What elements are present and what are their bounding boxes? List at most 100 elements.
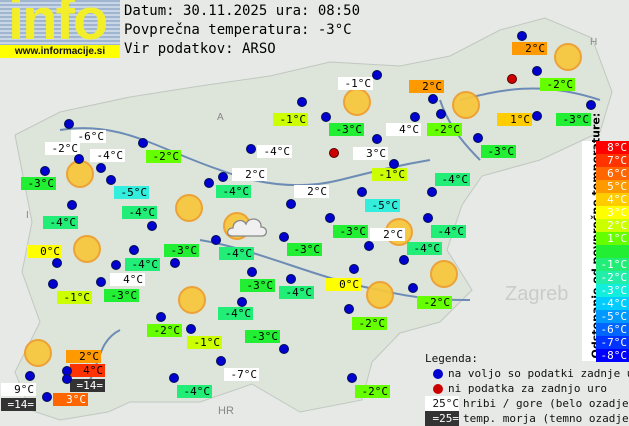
station-dot-icon[interactable]: [64, 119, 74, 129]
station-dot-icon[interactable]: [186, 324, 196, 334]
temperature-label: =14=: [1, 398, 36, 411]
sun-icon: [452, 91, 480, 119]
station-dot-icon[interactable]: [279, 232, 289, 242]
station-dot-icon[interactable]: [349, 264, 359, 274]
station-dot-icon[interactable]: [218, 172, 228, 182]
station-dot-icon[interactable]: [364, 241, 374, 251]
temperature-label: -4°C: [219, 247, 254, 260]
scale-row: 1°C: [596, 232, 629, 245]
station-dot-icon[interactable]: [410, 112, 420, 122]
map-label-zagreb: Zagreb: [505, 283, 569, 305]
station-dot-icon[interactable]: [423, 213, 433, 223]
temperature-label: -4°C: [43, 216, 78, 229]
temperature-label: -4°C: [279, 286, 314, 299]
station-dot-icon[interactable]: [321, 112, 331, 122]
station-dot-icon[interactable]: [62, 374, 72, 384]
logo[interactable]: info www.informacije.si: [0, 0, 120, 58]
station-dot-icon[interactable]: [111, 260, 121, 270]
scale-row: 5°C: [596, 180, 629, 193]
station-dot-icon[interactable]: [147, 221, 157, 231]
station-dot-icon[interactable]: [297, 97, 307, 107]
legend: Legenda: na voljo so podatki zadnje ure …: [425, 351, 629, 426]
station-dot-icon[interactable]: [325, 213, 335, 223]
station-dot-icon[interactable]: [96, 163, 106, 173]
station-dot-icon[interactable]: [204, 178, 214, 188]
temperature-label: 2°C: [409, 80, 444, 93]
scale-row: 4°C: [596, 193, 629, 206]
station-dot-icon[interactable]: [517, 31, 527, 41]
scale-row: 3°C: [596, 206, 629, 219]
station-dot-icon[interactable]: [389, 159, 399, 169]
temperature-label: -1°C: [372, 168, 407, 181]
station-dot-icon[interactable]: [372, 70, 382, 80]
legend-mountain-text: hribi / gore (belo ozadje): [463, 397, 629, 410]
logo-url[interactable]: www.informacije.si: [0, 45, 120, 58]
date-line: Datum: 30.11.2025 ura: 08:50: [124, 3, 361, 19]
station-dot-icon[interactable]: [286, 199, 296, 209]
station-dot-icon[interactable]: [428, 94, 438, 104]
temperature-label: 2°C: [370, 228, 405, 241]
scale-row: 2°C: [596, 219, 629, 232]
station-dot-icon[interactable]: [106, 175, 116, 185]
sea-swatch: =25=: [425, 411, 459, 426]
temperature-label: 3°C: [53, 393, 88, 406]
station-dot-icon[interactable]: [138, 138, 148, 148]
station-dot-icon[interactable]: [532, 66, 542, 76]
station-dot-icon[interactable]: [237, 297, 247, 307]
legend-available-text: na voljo so podatki zadnje ure: [448, 367, 629, 380]
station-dot-icon[interactable]: [169, 373, 179, 383]
station-dot-icon[interactable]: [42, 392, 52, 402]
station-dot-icon[interactable]: [473, 133, 483, 143]
station-dot-icon[interactable]: [247, 267, 257, 277]
station-dot-icon[interactable]: [286, 274, 296, 284]
temperature-label: =14=: [70, 379, 105, 392]
station-dot-icon[interactable]: [25, 371, 35, 381]
sun-icon: [343, 88, 371, 116]
station-dot-icon[interactable]: [532, 111, 542, 121]
temperature-label: -4°C: [122, 206, 157, 219]
station-missing-dot-icon[interactable]: [507, 74, 517, 84]
legend-missing-text: ni podatka za zadnjo uro: [448, 382, 607, 395]
temperature-label: 2°C: [232, 168, 267, 181]
station-dot-icon[interactable]: [399, 255, 409, 265]
station-dot-icon[interactable]: [74, 154, 84, 164]
station-dot-icon[interactable]: [427, 187, 437, 197]
station-dot-icon[interactable]: [40, 166, 50, 176]
station-dot-icon[interactable]: [129, 245, 139, 255]
scale-row: [596, 245, 629, 258]
temperature-label: -3°C: [240, 279, 275, 292]
logo-text: info: [8, 0, 108, 52]
station-dot-icon[interactable]: [96, 277, 106, 287]
temperature-label: -3°C: [164, 244, 199, 257]
station-dot-icon[interactable]: [246, 144, 256, 154]
map-label-h: H: [590, 37, 598, 48]
station-dot-icon[interactable]: [344, 304, 354, 314]
temperature-label: -2°C: [417, 296, 452, 309]
station-dot-icon[interactable]: [211, 235, 221, 245]
temperature-label: -2°C: [355, 385, 390, 398]
scale-row: 6°C: [596, 167, 629, 180]
station-dot-icon[interactable]: [52, 258, 62, 268]
station-dot-icon[interactable]: [408, 283, 418, 293]
map-label-i: I: [26, 210, 29, 221]
temperature-label: 2°C: [512, 42, 547, 55]
station-dot-icon[interactable]: [170, 258, 180, 268]
temperature-label: -1°C: [273, 113, 308, 126]
temperature-label: -4°C: [216, 185, 251, 198]
station-dot-icon[interactable]: [279, 344, 289, 354]
temperature-label: 4°C: [386, 123, 421, 136]
station-dot-icon[interactable]: [372, 134, 382, 144]
temperature-label: -7°C: [224, 368, 259, 381]
station-missing-dot-icon[interactable]: [329, 148, 339, 158]
temperature-label: -6°C: [71, 130, 106, 143]
station-dot-icon[interactable]: [586, 100, 596, 110]
station-dot-icon[interactable]: [436, 109, 446, 119]
map-label-a: A: [217, 112, 224, 123]
station-dot-icon[interactable]: [357, 187, 367, 197]
station-dot-icon[interactable]: [67, 200, 77, 210]
station-dot-icon[interactable]: [48, 279, 58, 289]
temperature-label: -5°C: [365, 199, 400, 212]
station-dot-icon[interactable]: [216, 356, 226, 366]
station-dot-icon[interactable]: [156, 312, 166, 322]
station-dot-icon[interactable]: [347, 373, 357, 383]
